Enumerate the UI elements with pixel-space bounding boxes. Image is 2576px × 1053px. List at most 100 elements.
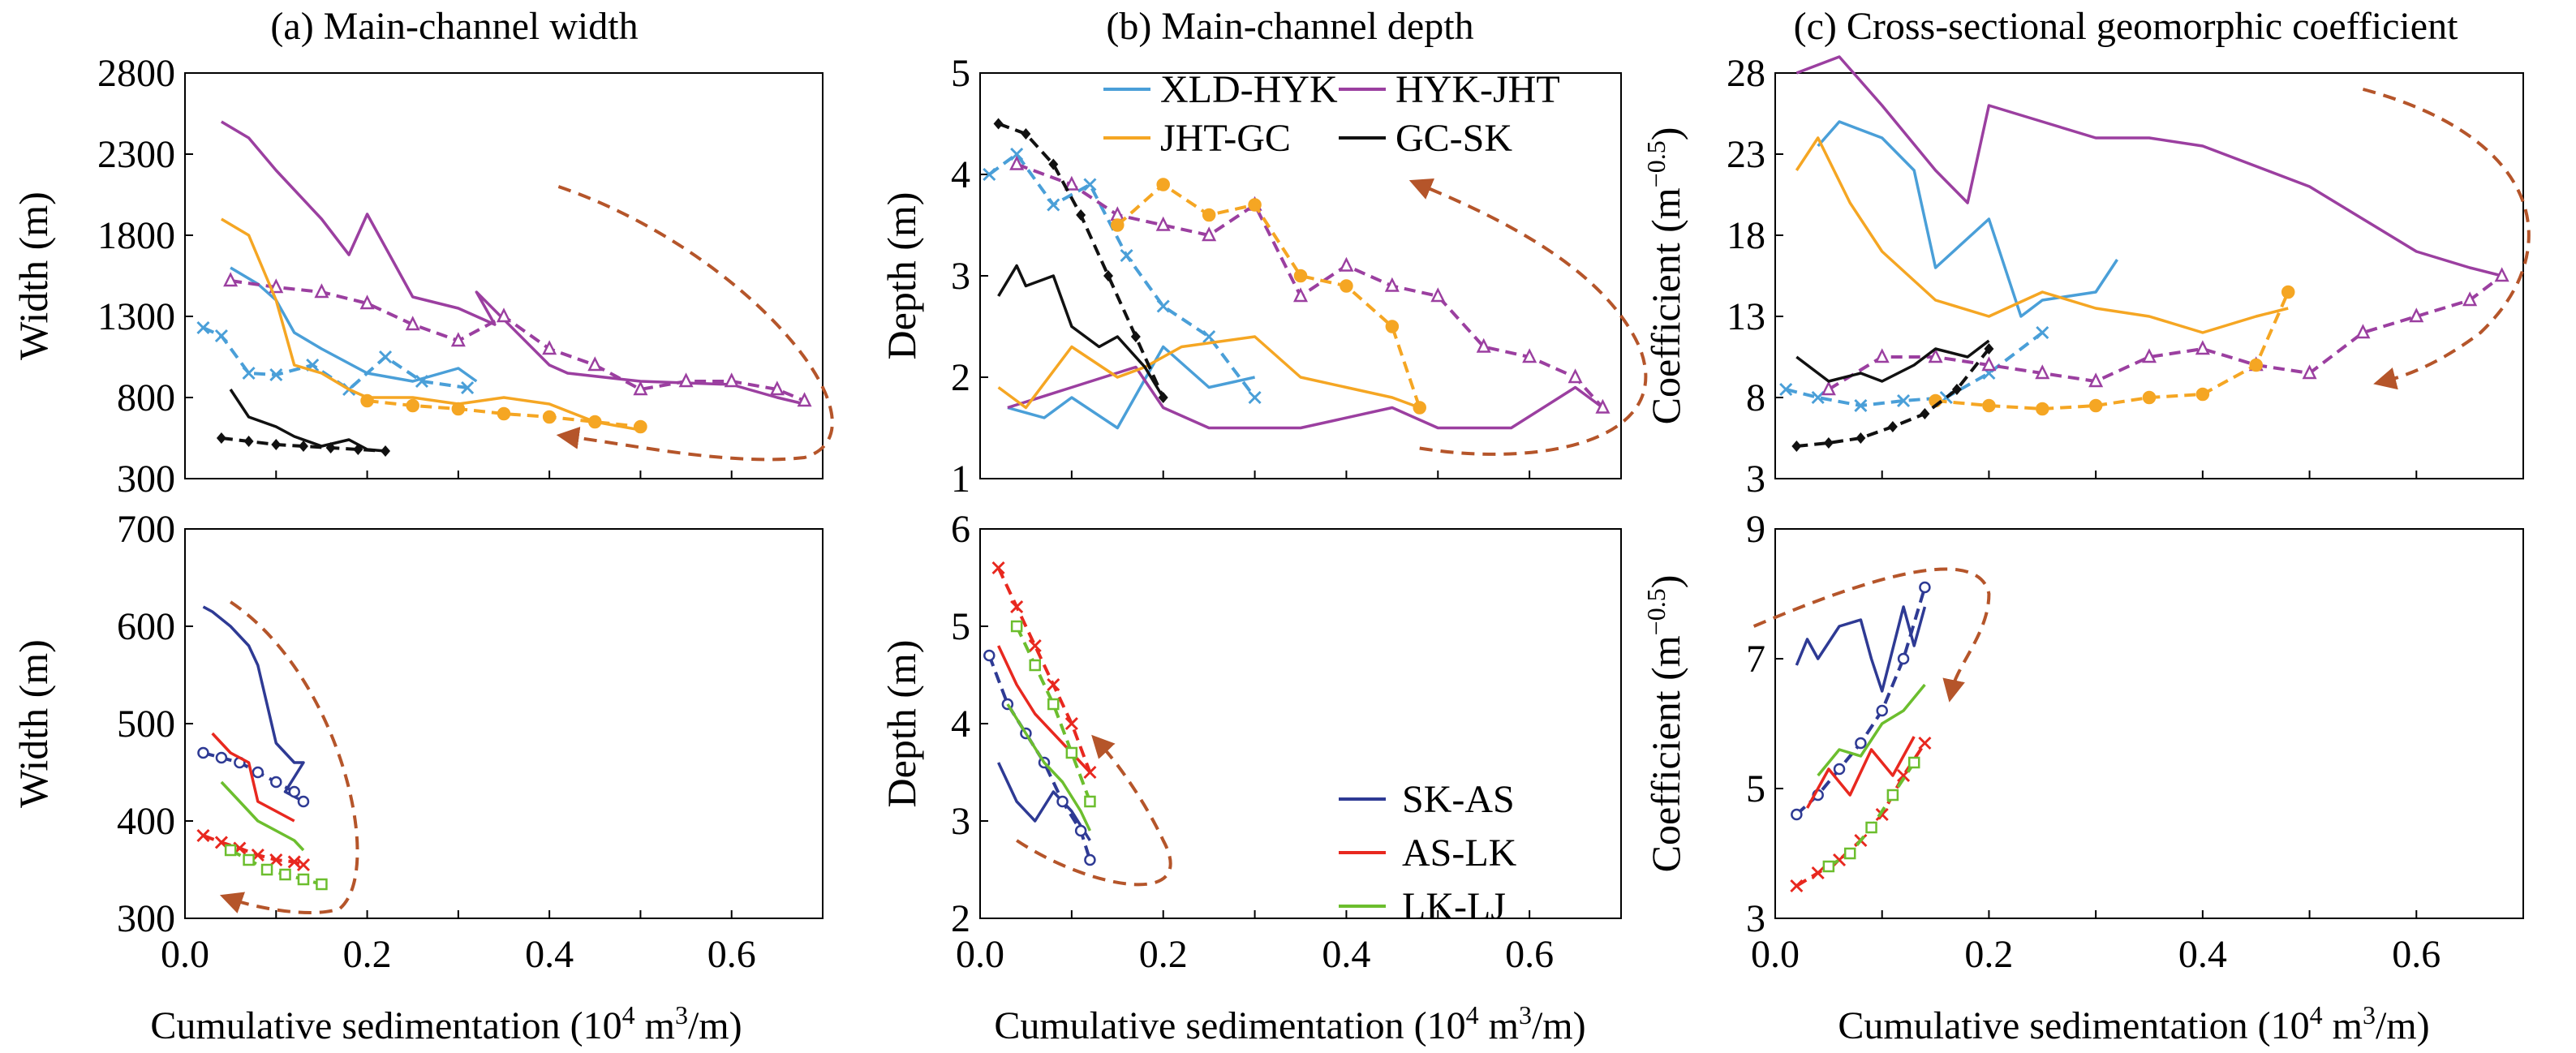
series-line-sk-as <box>202 605 305 803</box>
data-point-marker <box>260 863 273 876</box>
series-line-xld-hyk <box>1007 345 1255 430</box>
series-line-as-lk <box>1805 736 1916 809</box>
x-axis-label-b: Cumulative sedimentation (104 m3/m) <box>994 1000 1585 1047</box>
data-point-marker <box>1064 175 1079 191</box>
series-line-hyk-jht <box>230 279 806 402</box>
legend-label: SK-AS <box>1402 778 1515 821</box>
legend-label: HYK-JHT <box>1396 68 1560 111</box>
data-point-marker <box>359 294 375 310</box>
series-line-lk-lj <box>1015 625 1092 802</box>
series-line-as-lk <box>1795 741 1927 888</box>
chart-title: (c) Cross-sectional geomorphic coefficie… <box>1794 5 2458 48</box>
data-point-marker <box>1919 581 1931 594</box>
data-point-marker <box>1155 216 1171 231</box>
data-point-marker <box>1339 256 1354 272</box>
data-point-marker <box>415 374 429 389</box>
y-tick-label: 1300 <box>97 295 175 338</box>
data-point-marker <box>1047 198 1060 212</box>
y-tick-label: 28 <box>1727 52 1765 95</box>
y-tick-label: 18 <box>1727 214 1765 257</box>
data-point-marker <box>1413 401 1426 415</box>
x-axis-label-c: Cumulative sedimentation (104 m3/m) <box>1838 1000 2429 1047</box>
data-point-marker <box>314 283 329 299</box>
data-point-marker <box>1083 178 1097 191</box>
legend-label: JHT-GC <box>1160 117 1291 160</box>
series-line-jht-gc <box>221 217 641 432</box>
data-point-marker <box>378 350 393 364</box>
chart-panel-6: 3 5 7 9 0.0 0.2 0.4 0.6 Coefficient (m−0.5) <box>1641 508 2524 976</box>
data-point-marker <box>633 380 648 396</box>
data-point-marker <box>1918 736 1932 750</box>
x-tick-label: 0.6 <box>1505 933 1554 976</box>
y-tick-label: 3 <box>951 800 970 843</box>
direction-arrow <box>1752 567 1991 703</box>
data-point-marker <box>325 442 336 453</box>
y-tick-label: 2300 <box>97 133 175 176</box>
data-point-marker <box>279 868 291 881</box>
y-tick-label: 300 <box>117 897 175 940</box>
y-tick-label: 3 <box>1746 458 1765 501</box>
data-point-marker <box>1476 337 1491 353</box>
data-point-marker <box>769 380 785 396</box>
y-tick-label: 3 <box>951 255 970 298</box>
data-point-marker <box>1065 746 1078 759</box>
data-point-marker <box>2036 402 2049 416</box>
data-point-marker <box>243 853 255 866</box>
data-point-marker <box>1875 807 1889 822</box>
data-point-marker <box>1010 600 1024 614</box>
data-point-marker <box>1823 437 1834 449</box>
data-point-marker <box>287 855 301 869</box>
y-tick-label: 13 <box>1727 295 1765 338</box>
series-line-xld-hyk <box>1817 120 2118 318</box>
series-line-sk-as <box>997 762 1091 841</box>
direction-arrow <box>1408 178 1648 456</box>
data-point-marker <box>1202 329 1216 344</box>
data-point-marker <box>1568 368 1583 384</box>
y-axis-label: Width (m) <box>11 191 56 360</box>
data-point-marker <box>296 857 311 872</box>
direction-arrow <box>556 185 834 462</box>
y-tick-label: 5 <box>951 605 970 648</box>
y-tick-label: 2800 <box>97 52 175 95</box>
series-line-gc-sk <box>997 264 1165 398</box>
data-point-marker <box>451 402 466 416</box>
data-point-marker <box>1021 128 1031 140</box>
data-point-marker <box>1855 737 1867 750</box>
plot-frame <box>184 72 824 479</box>
x-tick-label: 0.2 <box>1139 933 1188 976</box>
data-point-marker <box>1029 659 1041 672</box>
data-point-marker <box>1074 824 1087 837</box>
data-point-marker <box>1822 860 1835 873</box>
x-tick-label: 0.4 <box>2178 933 2227 976</box>
series-line-gc-sk <box>229 389 386 453</box>
plot-frame <box>979 528 1622 919</box>
y-axis-label: Depth (m) <box>879 192 924 360</box>
data-point-marker <box>1811 390 1825 405</box>
data-point-marker <box>216 432 226 444</box>
data-point-marker <box>497 406 511 421</box>
x-tick-label: 0.4 <box>1322 933 1370 976</box>
y-tick-label: 1800 <box>97 214 175 257</box>
data-point-marker <box>1843 847 1856 860</box>
legend-label: LK-LJ <box>1402 885 1506 928</box>
data-point-marker <box>271 439 282 450</box>
legend-label: AS-LK <box>1402 832 1517 875</box>
data-point-marker <box>1056 795 1069 808</box>
series-line-lk-lj <box>1006 703 1091 832</box>
x-tick-label: 0.0 <box>161 933 209 976</box>
data-point-marker <box>1010 147 1024 161</box>
data-point-marker <box>1791 441 1802 452</box>
data-point-marker <box>724 372 739 388</box>
series-line-hyk-jht <box>1007 365 1604 430</box>
chart-panel-4: 300 400 500 600 700 0.0 0.2 0.4 0.6 Width (m) <box>11 508 824 976</box>
data-point-marker <box>1048 158 1059 170</box>
y-tick-label: 4 <box>951 153 970 196</box>
series-line-jht-gc <box>1116 183 1421 409</box>
data-point-marker <box>316 878 328 891</box>
y-axis-label: Coefficient (m−0.5) <box>1641 575 1688 873</box>
data-point-marker <box>1248 198 1262 212</box>
data-point-marker <box>2355 324 2371 339</box>
data-point-marker <box>587 356 603 372</box>
x-axis-label-a: Cumulative sedimentation (104 m3/m) <box>150 1000 742 1047</box>
y-axis-label: Width (m) <box>11 639 56 808</box>
